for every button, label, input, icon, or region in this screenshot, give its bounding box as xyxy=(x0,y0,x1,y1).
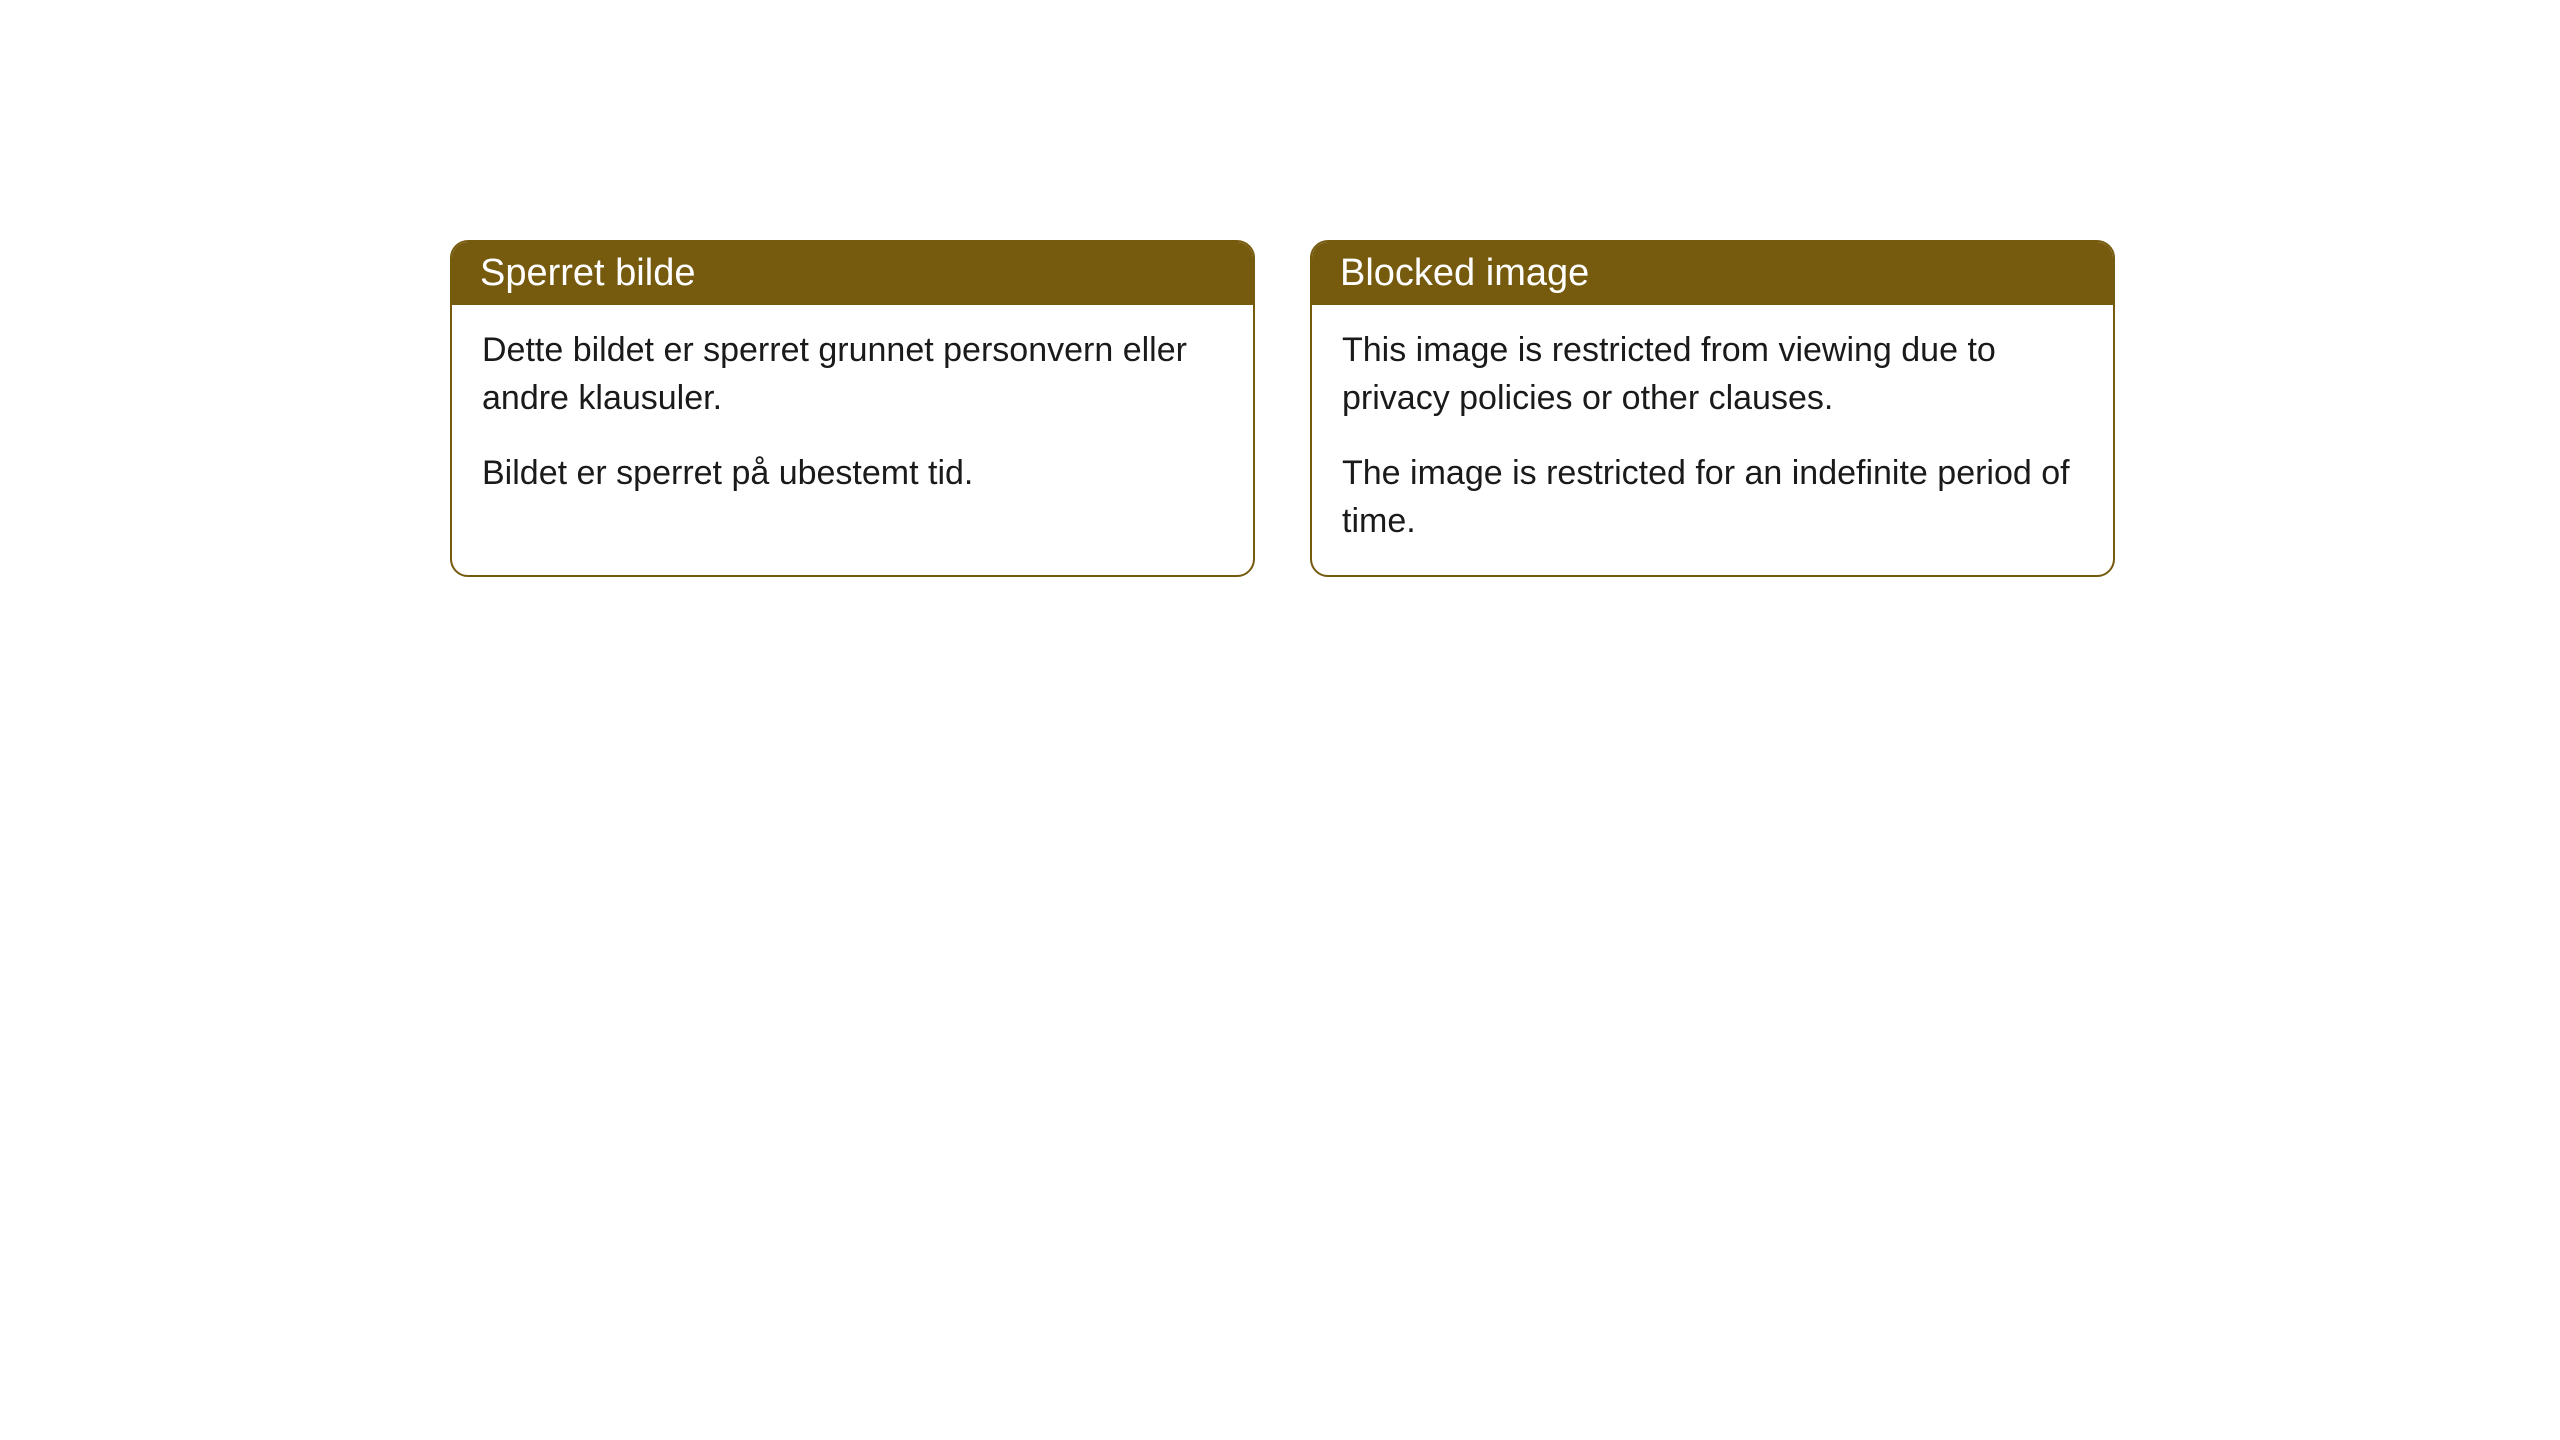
blocked-image-card-english: Blocked image This image is restricted f… xyxy=(1310,240,2115,577)
card-paragraph: The image is restricted for an indefinit… xyxy=(1342,450,2083,545)
card-body: Dette bildet er sperret grunnet personve… xyxy=(452,305,1253,528)
card-paragraph: This image is restricted from viewing du… xyxy=(1342,327,2083,422)
notification-cards-container: Sperret bilde Dette bildet er sperret gr… xyxy=(450,240,2560,577)
blocked-image-card-norwegian: Sperret bilde Dette bildet er sperret gr… xyxy=(450,240,1255,577)
card-title: Sperret bilde xyxy=(480,252,695,294)
card-header: Blocked image xyxy=(1312,242,2113,305)
card-header: Sperret bilde xyxy=(452,242,1253,305)
card-paragraph: Bildet er sperret på ubestemt tid. xyxy=(482,450,1223,498)
card-title: Blocked image xyxy=(1340,252,1589,294)
card-body: This image is restricted from viewing du… xyxy=(1312,305,2113,575)
card-paragraph: Dette bildet er sperret grunnet personve… xyxy=(482,327,1223,422)
